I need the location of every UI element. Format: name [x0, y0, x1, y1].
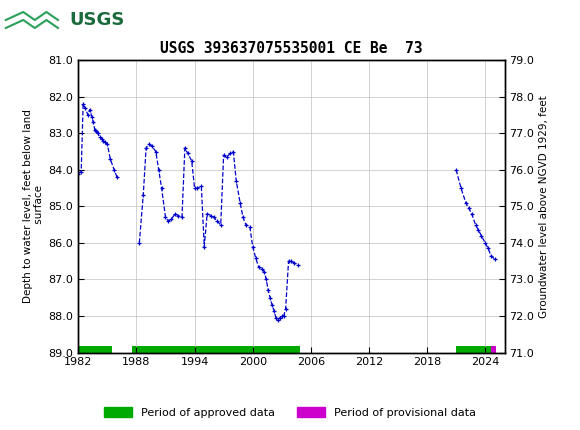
Y-axis label: Depth to water level, feet below land
 surface: Depth to water level, feet below land su…	[23, 110, 45, 303]
FancyBboxPatch shape	[3, 3, 107, 37]
Legend: Period of approved data, Period of provisional data: Period of approved data, Period of provi…	[100, 402, 480, 422]
Y-axis label: Groundwater level above NGVD 1929, feet: Groundwater level above NGVD 1929, feet	[538, 95, 549, 318]
Text: USGS: USGS	[70, 11, 125, 29]
Title: USGS 393637075535001 CE Be  73: USGS 393637075535001 CE Be 73	[160, 41, 423, 56]
